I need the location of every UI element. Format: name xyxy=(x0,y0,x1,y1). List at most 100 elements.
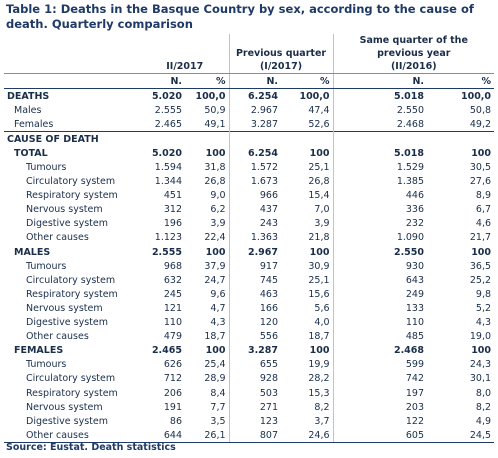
cell-pct-same-quarter: 6,7 xyxy=(475,204,492,216)
cell-pct-same-quarter: 27,6 xyxy=(469,176,492,188)
cell-n-same-quarter: 110 xyxy=(405,317,425,329)
cell-pct-previous-quarter: 8,2 xyxy=(314,401,330,413)
cell-n-same-quarter: 197 xyxy=(405,387,425,399)
row-label: CAUSE OF DEATH xyxy=(4,131,141,147)
row-label: DEATHS xyxy=(7,90,50,102)
cell-spacer xyxy=(332,287,364,302)
row-label: Digestive system xyxy=(26,415,108,427)
cell-pct-previous-quarter xyxy=(281,131,334,147)
cell-n-same-quarter: 485 xyxy=(405,331,425,343)
cell-pct-previous-quarter: 19,9 xyxy=(308,359,330,371)
cell-n-previous-quarter: 6.254 xyxy=(228,88,282,104)
cell-pct-current: 4,3 xyxy=(210,317,226,329)
cell-n-current: 245 xyxy=(163,288,182,300)
cell-spacer xyxy=(332,202,364,217)
deaths-table: II/2017 Previous quarter (I/2017) Same q… xyxy=(4,34,495,444)
cell-pct-current: 3,9 xyxy=(210,218,226,230)
cell-spacer xyxy=(332,146,364,161)
cell-pct-same-quarter: 100 xyxy=(471,246,492,258)
header-n-3: N. xyxy=(363,73,428,89)
cell-pct-current: 31,8 xyxy=(204,162,226,174)
cell-n-current: 626 xyxy=(163,359,182,371)
row-label: Digestive system xyxy=(26,317,108,329)
cell-pct-current: 100 xyxy=(205,147,226,159)
cell-spacer xyxy=(332,301,364,316)
cell-pct-previous-quarter: 15,6 xyxy=(308,288,330,300)
cell-pct-current: 26,8 xyxy=(204,176,226,188)
table-row: Circulatory system 632 24,7 745 25,1 643 25,2 xyxy=(4,273,494,288)
header-period-same-quarter-prev-year: Same quarter of the previous year (II/20… xyxy=(332,34,495,74)
row-label: Other causes xyxy=(26,331,89,343)
cell-n-previous-quarter: 166 xyxy=(228,301,282,316)
table-row: Digestive system 110 4,3 120 4,0 110 4,3 xyxy=(4,315,494,330)
row-label: Females xyxy=(14,118,54,130)
table-row: Other causes 479 18,7 556 18,7 485 19,0 xyxy=(4,329,494,344)
cell-n-current: 206 xyxy=(163,387,182,399)
table-row: Respiratory system 245 9,6 463 15,6 249 9,8 xyxy=(4,287,494,302)
cell-pct-same-quarter: 24,5 xyxy=(427,428,495,444)
cell-n-previous-quarter: 1.673 xyxy=(228,174,282,189)
cell-pct-previous-quarter: 18,7 xyxy=(308,331,330,343)
cell-pct-same-quarter: 30,1 xyxy=(469,373,492,385)
cell-pct-current: 37,9 xyxy=(204,260,226,272)
cell-pct-current: 50,9 xyxy=(204,104,226,116)
cell-pct-current: 100 xyxy=(205,345,226,357)
cell-pct-current: 28,9 xyxy=(204,373,226,385)
table-row: Respiratory system 451 9,0 966 15,4 446 8,9 xyxy=(4,188,494,203)
cell-n-previous-quarter: 3.287 xyxy=(228,117,282,132)
cell-pct-current: 4,7 xyxy=(210,302,226,314)
cell-n-same-quarter: 232 xyxy=(405,218,425,230)
cell-spacer xyxy=(332,103,364,118)
table-row: Circulatory system 712 28,9 928 28,2 742 30,1 xyxy=(4,371,494,386)
cell-n-current: 5.020 xyxy=(151,90,182,102)
cell-n-current: 2.465 xyxy=(154,118,182,130)
cell-pct-current: 100,0 xyxy=(195,90,226,102)
cell-n-same-quarter: 2.550 xyxy=(396,104,425,116)
cell-n-current: 191 xyxy=(163,401,182,413)
cell-spacer xyxy=(332,273,364,288)
table-row: DEATHS 5.020 100,0 6.254 100,0 5.018 100,0 xyxy=(4,88,494,104)
cell-n-same-quarter: 1.090 xyxy=(396,232,425,244)
header-period-current: II/2017 xyxy=(141,34,230,74)
cell-n-previous-quarter: 6.254 xyxy=(228,146,282,161)
cell-n-previous-quarter: 556 xyxy=(228,329,282,344)
cell-pct-same-quarter: 4,6 xyxy=(475,218,492,230)
cell-pct-previous-quarter: 3,7 xyxy=(314,415,330,427)
row-label: Digestive system xyxy=(26,218,108,230)
header-units-blank xyxy=(4,73,141,89)
row-label: Tumours xyxy=(26,359,67,371)
cell-pct-previous-quarter: 52,6 xyxy=(308,118,330,130)
cell-pct-same-quarter: 100 xyxy=(471,147,492,159)
table-row: Nervous system 312 6,2 437 7,0 336 6,7 xyxy=(4,202,494,217)
row-label: Respiratory system xyxy=(26,387,118,399)
cell-n-previous-quarter: 1.572 xyxy=(228,160,282,175)
cell-pct-previous-quarter: 5,6 xyxy=(314,302,330,314)
header-row-units: N. % N. % N. % xyxy=(4,73,495,89)
table-title: Table 1: Deaths in the Basque Country by… xyxy=(6,2,474,31)
cell-n-current: 2.555 xyxy=(154,104,182,116)
header-pct-3: % xyxy=(427,73,495,89)
header-period-previous-quarter-text: Previous quarter (I/2017) xyxy=(235,48,327,72)
cell-n-current: 86 xyxy=(169,415,182,427)
cell-spacer xyxy=(332,230,364,246)
cell-n-previous-quarter: 2.967 xyxy=(228,245,282,260)
row-label: Tumours xyxy=(26,162,67,174)
cell-n-current: 1.344 xyxy=(154,176,182,188)
table-row: Nervous system 191 7,7 271 8,2 203 8,2 xyxy=(4,400,494,415)
table-row: CAUSE OF DEATH xyxy=(4,131,495,147)
cell-n-current: 1.123 xyxy=(154,232,182,244)
header-n-1: N. xyxy=(141,73,185,89)
cell-pct-same-quarter: 49,2 xyxy=(469,118,492,130)
cell-pct-previous-quarter: 47,4 xyxy=(308,104,330,116)
cell-n-current: 1.594 xyxy=(154,162,182,174)
row-label: Respiratory system xyxy=(26,190,118,202)
cell-spacer xyxy=(332,400,364,415)
cell-pct-same-quarter: 100 xyxy=(471,345,492,357)
cell-pct-previous-quarter: 100 xyxy=(309,246,330,258)
cell-n-same-quarter: 643 xyxy=(405,274,425,286)
cell-n-previous-quarter: 3.287 xyxy=(228,343,282,358)
cell-n-previous-quarter: 503 xyxy=(228,385,282,401)
cell-pct-current: 18,7 xyxy=(204,331,226,343)
cell-n-same-quarter: 1.529 xyxy=(396,162,425,174)
cell-spacer xyxy=(332,343,364,358)
